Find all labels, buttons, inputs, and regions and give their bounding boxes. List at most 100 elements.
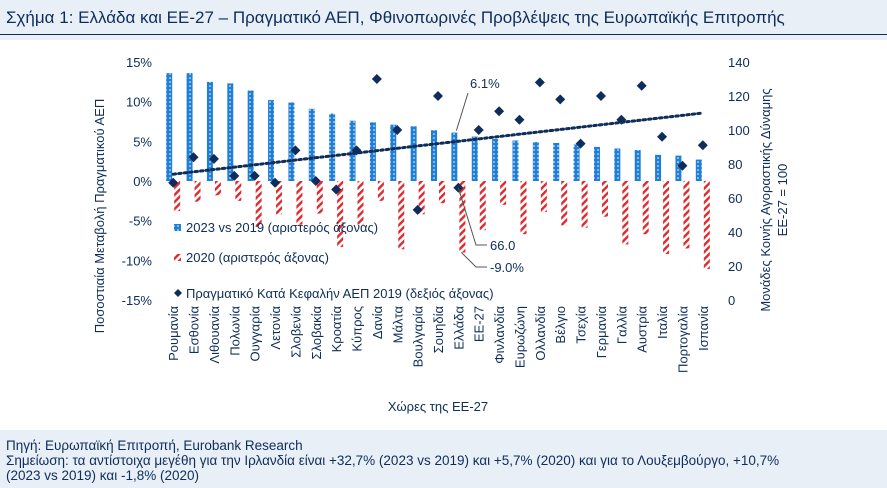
- bar-2023-vs-2019: [614, 148, 621, 181]
- bar-2023-vs-2019: [227, 83, 234, 181]
- gdp-per-capita-marker: [310, 176, 321, 186]
- bar-2023-vs-2019: [451, 132, 458, 181]
- category-label: Κροατία: [329, 306, 344, 353]
- gdp-per-capita-marker: [229, 170, 240, 181]
- chart-title: Σχήμα 1: Ελλάδα και ΕΕ-27 – Πραγματικό Α…: [6, 8, 785, 27]
- chart-panel: [0, 40, 887, 430]
- gdp-per-capita-marker: [514, 114, 525, 125]
- left-tick-label: 15%: [126, 55, 152, 70]
- bar-2023-vs-2019: [288, 102, 295, 181]
- left-tick-label: -10%: [122, 253, 153, 268]
- footer: Πηγή: Ευρωπαϊκή Επιτροπή, Eurobank Resea…: [6, 438, 886, 483]
- category-label: Γαλλία: [614, 306, 629, 345]
- bar-2020: [316, 181, 323, 214]
- category-label: Ουγγαρία: [248, 306, 263, 362]
- legend-swatch-2023: [174, 224, 181, 231]
- bar-2020: [520, 181, 527, 235]
- category-label: Σλοβακία: [309, 306, 324, 360]
- legend-label-gdp: Πραγματικό Κατά Κεφαλήν ΑΕΠ 2019 (δεξιός…: [186, 286, 494, 301]
- bar-2020: [540, 181, 547, 212]
- gdp-per-capita-marker: [331, 184, 342, 195]
- annotation-greece-2023: 6.1%: [470, 76, 500, 91]
- right-tick-label: 0: [728, 293, 735, 308]
- category-label: Ελλάδα: [451, 306, 466, 350]
- bar-2020: [561, 181, 568, 226]
- category-label: Ρουμανία: [166, 306, 181, 361]
- bar-2023-vs-2019: [390, 124, 397, 181]
- annotation-leader-2023: [455, 92, 469, 131]
- category-label: Κύπρος: [350, 306, 365, 352]
- gdp-per-capita-marker: [677, 160, 688, 171]
- bar-2020: [337, 181, 344, 247]
- gdp-per-capita-marker: [412, 204, 423, 215]
- bar-2020: [500, 181, 507, 205]
- bar-2020: [683, 181, 690, 249]
- bar-2020: [377, 181, 384, 201]
- gdp-per-capita-marker: [168, 177, 179, 188]
- bar-2020: [174, 181, 181, 212]
- bar-2023-vs-2019: [634, 150, 641, 181]
- bar-2023-vs-2019: [655, 154, 662, 181]
- right-axis-title-line2: ΕΕ-27 = 100: [775, 164, 790, 237]
- left-axis-title: Ποσοστιαία Μεταβολή Πραγματικού ΑΕΠ: [92, 99, 107, 333]
- category-label: Πολωνία: [227, 306, 242, 356]
- bar-2020: [601, 181, 608, 217]
- bar-2023-vs-2019: [492, 138, 499, 181]
- bar-2020: [194, 181, 201, 202]
- annotation-greece-2020: -9.0%: [490, 260, 524, 275]
- gdp-per-capita-marker: [249, 170, 260, 181]
- gdp-per-capita-marker: [636, 80, 647, 91]
- gdp-per-capita-marker: [473, 125, 484, 135]
- gdp-per-capita-marker: [555, 94, 566, 105]
- annotation-leader-gdp: [457, 187, 487, 246]
- bar-2020: [255, 181, 262, 228]
- bar-2023-vs-2019: [675, 155, 682, 181]
- category-label: Ευρωζώνη: [512, 306, 527, 368]
- gdp-per-capita-marker: [290, 145, 301, 156]
- title-divider: [0, 34, 887, 35]
- bar-2020: [418, 181, 425, 215]
- bar-2023-vs-2019: [206, 81, 213, 181]
- bar-2020: [622, 181, 629, 245]
- gdp-per-capita-marker: [433, 91, 443, 101]
- bar-2023-vs-2019: [695, 159, 702, 181]
- bar-2023-vs-2019: [186, 73, 193, 181]
- category-label: Τσεχία: [574, 306, 589, 344]
- bar-2020: [581, 181, 588, 228]
- left-tick-label: 0%: [133, 174, 152, 189]
- legend-label-2020: 2020 (αριστερός άξονας): [186, 250, 329, 265]
- category-label: Ισπανία: [696, 306, 711, 351]
- x-axis-title: Χώρες της ΕΕ-27: [388, 399, 488, 414]
- gdp-per-capita-marker: [270, 177, 281, 188]
- bar-2020: [214, 181, 221, 196]
- source-note: Πηγή: Ευρωπαϊκή Επιτροπή, Eurobank Resea…: [6, 438, 303, 453]
- right-tick-label: 120: [728, 89, 750, 104]
- bar-2020: [703, 181, 710, 270]
- gdp-per-capita-marker: [392, 125, 403, 135]
- gdp-per-capita-marker: [208, 153, 219, 164]
- gdp-per-capita-marker: [188, 152, 199, 163]
- gdp-per-capita-marker: [494, 106, 505, 117]
- right-tick-label: 140: [728, 55, 750, 70]
- chart-svg: 15% 10% 5% 0% -5% -10% -15% 140 120 100 80 60 40 20 0…: [92, 55, 790, 414]
- bar-2020: [398, 181, 405, 250]
- trend-line: [171, 111, 705, 176]
- bar-2020: [296, 181, 303, 225]
- right-tick-label: 100: [728, 123, 750, 138]
- gdp-per-capita-marker: [351, 145, 362, 156]
- gdp-per-capita-marker: [697, 140, 708, 151]
- left-tick-label: 10%: [126, 95, 152, 110]
- category-label: Βέλγιο: [553, 306, 568, 344]
- category-label: Δανία: [370, 306, 385, 340]
- legend-label-2023: 2023 vs 2019 (αριστερός άξονας): [186, 220, 378, 235]
- bar-2023-vs-2019: [268, 100, 275, 181]
- bar-2020: [459, 181, 466, 253]
- left-tick-label: 5%: [133, 134, 152, 149]
- gdp-per-capita-marker: [534, 77, 545, 88]
- right-tick-label: 80: [728, 157, 742, 172]
- bar-2023-vs-2019: [532, 142, 539, 181]
- category-label: Σλοβενία: [288, 306, 303, 358]
- bar-2023-vs-2019: [471, 136, 478, 181]
- bar-2020: [642, 181, 649, 235]
- category-label: Εσθονία: [187, 306, 202, 355]
